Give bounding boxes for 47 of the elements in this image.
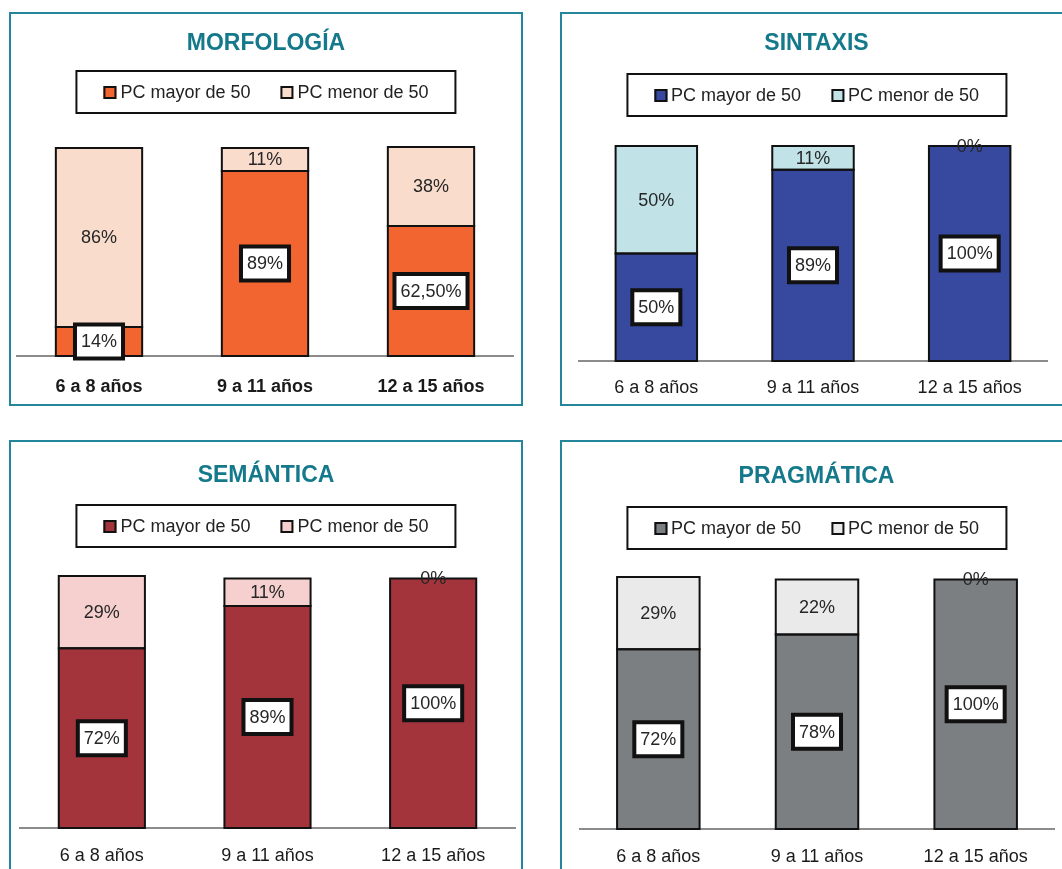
legend-label: PC menor de 50	[847, 517, 980, 539]
x-tick-label: 9 a 11 años	[766, 376, 860, 397]
data-label: 89%	[249, 706, 286, 727]
data-label: 89%	[246, 253, 284, 274]
data-label: 11%	[250, 582, 285, 603]
x-tick-label: 6 a 8 años	[59, 844, 144, 865]
data-label: 0%	[956, 135, 983, 156]
chart-title: MORFOLOGÍA	[185, 28, 347, 56]
data-label: 14%	[80, 331, 118, 352]
data-label: 38%	[412, 176, 450, 197]
x-tick-label: 6 a 8 años	[614, 376, 699, 397]
legend-label: PC mayor de 50	[120, 81, 251, 103]
x-tick-label: 9 a 11 años	[216, 375, 314, 396]
legend-label: PC menor de 50	[297, 515, 429, 537]
chart-title: SINTAXIS	[763, 28, 870, 56]
data-label: 11%	[247, 149, 283, 170]
chart-title: PRAGMÁTICA	[737, 461, 896, 489]
data-label: 0%	[420, 568, 447, 589]
legend-label: PC menor de 50	[847, 84, 980, 106]
data-label: 89%	[794, 255, 832, 276]
x-tick-label: 9 a 11 años	[221, 844, 314, 865]
x-tick-label: 12 a 15 años	[377, 375, 485, 396]
x-tick-label: 12 a 15 años	[917, 376, 1022, 397]
data-label: 11%	[795, 147, 831, 168]
x-tick-label: 12 a 15 años	[381, 844, 486, 865]
data-label: 50%	[638, 297, 675, 318]
legend-label: PC menor de 50	[297, 81, 429, 103]
data-label: 29%	[640, 603, 677, 624]
chart-title: SEMÁNTICA	[196, 460, 336, 488]
data-label: 62,50%	[400, 280, 462, 301]
x-tick-label: 9 a 11 años	[770, 845, 864, 866]
legend-label: PC mayor de 50	[670, 517, 801, 539]
data-label: 78%	[798, 721, 836, 742]
x-tick-label: 6 a 8 años	[55, 375, 143, 396]
legend-label: PC mayor de 50	[120, 515, 251, 537]
data-label: 22%	[798, 596, 836, 617]
data-label: 100%	[952, 694, 999, 715]
data-label: 72%	[640, 729, 677, 750]
x-tick-label: 6 a 8 años	[616, 845, 701, 866]
data-label: 100%	[410, 693, 457, 714]
data-label: 29%	[83, 602, 120, 623]
data-label: 72%	[83, 728, 120, 749]
legend-label: PC mayor de 50	[670, 84, 801, 106]
data-label: 100%	[946, 243, 993, 264]
data-label: 50%	[638, 189, 675, 210]
x-tick-label: 12 a 15 años	[923, 845, 1028, 866]
data-label: 86%	[80, 227, 118, 248]
